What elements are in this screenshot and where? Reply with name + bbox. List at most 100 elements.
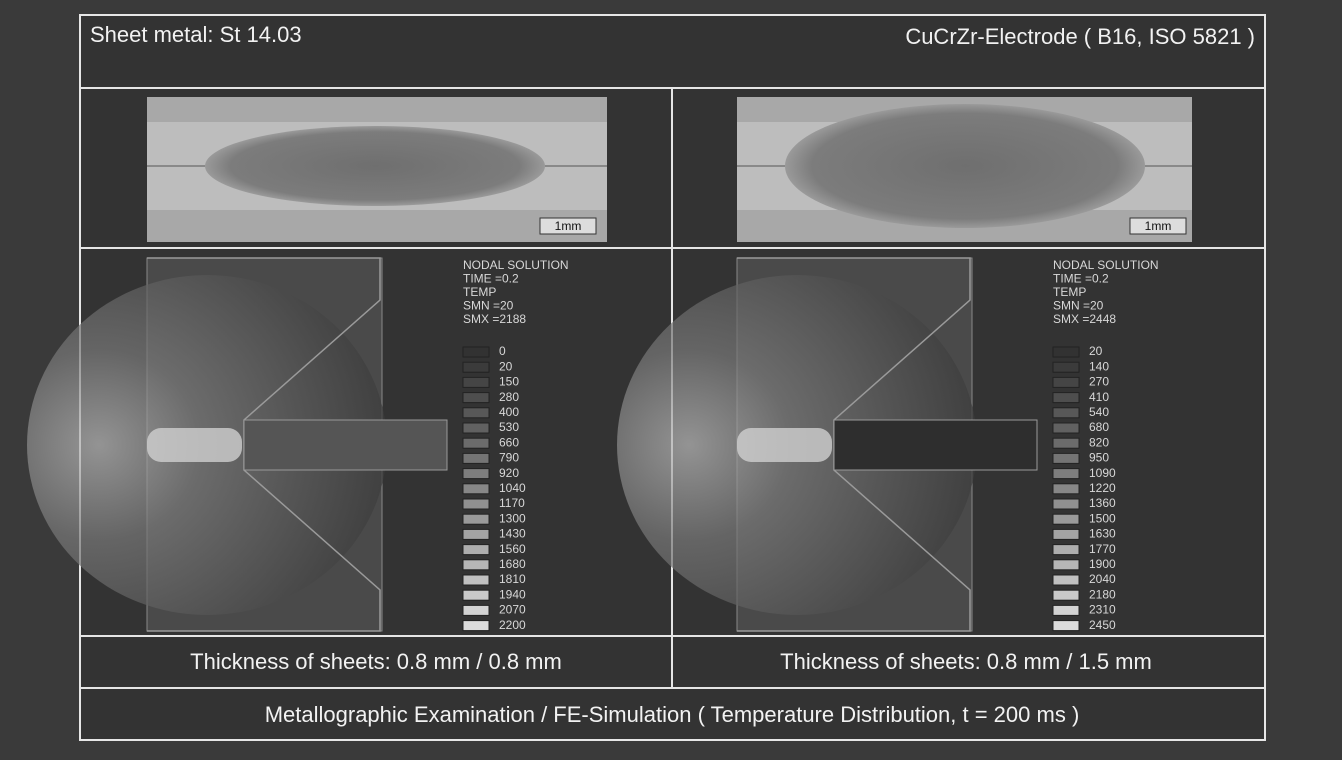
legend-swatch (1053, 621, 1079, 631)
legend-value: 2310 (1089, 603, 1116, 617)
legend-value: 280 (499, 390, 519, 404)
header-right: CuCrZr-Electrode ( B16, ISO 5821 ) (905, 24, 1255, 49)
sheet-strip (244, 420, 447, 470)
footer: Metallographic Examination / FE-Simulati… (265, 702, 1080, 727)
legend-value: 2040 (1089, 572, 1116, 586)
legend-swatch (1053, 469, 1079, 479)
legend-value: 540 (1089, 405, 1109, 419)
legend-swatch (1053, 393, 1079, 403)
legend-value: 530 (499, 420, 519, 434)
legend-value: 920 (499, 466, 519, 480)
legend-swatch (1053, 347, 1079, 357)
legend-swatch (463, 484, 489, 494)
legend-swatch (463, 453, 489, 463)
scale-bar: 1mm (1145, 219, 1172, 233)
legend-value: 270 (1089, 375, 1109, 389)
legend-swatch (463, 529, 489, 539)
legend-swatch (463, 514, 489, 524)
simulation-info: TIME =0.2 (463, 272, 519, 286)
legend-swatch (463, 575, 489, 585)
simulation-info: TEMP (1053, 285, 1086, 299)
legend-value: 20 (1089, 344, 1103, 358)
legend-value: 2070 (499, 603, 526, 617)
legend-value: 2200 (499, 618, 526, 632)
legend-value: 820 (1089, 435, 1109, 449)
legend-value: 1090 (1089, 466, 1116, 480)
legend-swatch (463, 621, 489, 631)
legend-swatch (463, 605, 489, 615)
legend-value: 2180 (1089, 587, 1116, 601)
legend-swatch (1053, 499, 1079, 509)
legend-swatch (1053, 545, 1079, 555)
simulation-info: TEMP (463, 285, 496, 299)
legend-swatch (1053, 423, 1079, 433)
legend-swatch (463, 423, 489, 433)
simulation-info: NODAL SOLUTION (463, 258, 569, 272)
legend-swatch (1053, 605, 1079, 615)
weld-nugget (785, 104, 1145, 228)
legend-value: 1430 (499, 527, 526, 541)
legend-value: 140 (1089, 359, 1109, 373)
simulation-info: SMX =2448 (1053, 312, 1116, 326)
legend-swatch (463, 393, 489, 403)
figure: Sheet metal: St 14.03 CuCrZr-Electrode (… (0, 0, 1342, 760)
legend-swatch (463, 347, 489, 357)
scale-bar: 1mm (555, 219, 582, 233)
legend-swatch (1053, 438, 1079, 448)
legend-swatch (463, 362, 489, 372)
legend-value: 400 (499, 405, 519, 419)
legend-value: 1300 (499, 511, 526, 525)
caption: Thickness of sheets: 0.8 mm / 1.5 mm (780, 649, 1152, 674)
legend-value: 150 (499, 375, 519, 389)
sheet-strip (834, 420, 1037, 470)
legend-value: 1680 (499, 557, 526, 571)
legend-value: 1040 (499, 481, 526, 495)
legend-value: 1220 (1089, 481, 1116, 495)
page: Sheet metal: St 14.03 CuCrZr-Electrode (… (0, 0, 1342, 760)
legend-swatch (1053, 408, 1079, 418)
legend-value: 660 (499, 435, 519, 449)
legend-value: 1900 (1089, 557, 1116, 571)
legend-swatch (463, 499, 489, 509)
weld-nugget (205, 126, 545, 206)
legend-swatch (1053, 377, 1079, 387)
legend-swatch (1053, 362, 1079, 372)
legend-swatch (463, 377, 489, 387)
legend-value: 1810 (499, 572, 526, 586)
legend-value: 950 (1089, 451, 1109, 465)
header-left: Sheet metal: St 14.03 (90, 22, 302, 47)
legend-value: 680 (1089, 420, 1109, 434)
hot-core (147, 428, 242, 462)
legend-swatch (463, 560, 489, 570)
legend-swatch (463, 438, 489, 448)
legend-swatch (1053, 590, 1079, 600)
legend-value: 20 (499, 359, 513, 373)
legend-swatch (463, 469, 489, 479)
simulation-info: NODAL SOLUTION (1053, 258, 1159, 272)
legend-value: 1940 (499, 587, 526, 601)
legend-swatch (1053, 560, 1079, 570)
legend-value: 1500 (1089, 511, 1116, 525)
legend-swatch (1053, 484, 1079, 494)
legend-swatch (463, 590, 489, 600)
legend-swatch (1053, 514, 1079, 524)
legend-value: 2450 (1089, 618, 1116, 632)
legend-value: 790 (499, 451, 519, 465)
caption: Thickness of sheets: 0.8 mm / 0.8 mm (190, 649, 562, 674)
legend-value: 1560 (499, 542, 526, 556)
legend-value: 1170 (499, 496, 525, 510)
legend-value: 0 (499, 344, 506, 358)
legend-swatch (463, 408, 489, 418)
legend-value: 1360 (1089, 496, 1116, 510)
hot-core (737, 428, 832, 462)
simulation-info: SMN =20 (463, 299, 514, 313)
legend-value: 1630 (1089, 527, 1116, 541)
legend-value: 410 (1089, 390, 1109, 404)
legend-value: 1770 (1089, 542, 1116, 556)
legend-swatch (463, 545, 489, 555)
legend-swatch (1053, 453, 1079, 463)
legend-swatch (1053, 529, 1079, 539)
simulation-info: SMN =20 (1053, 299, 1104, 313)
legend-swatch (1053, 575, 1079, 585)
simulation-info: SMX =2188 (463, 312, 526, 326)
